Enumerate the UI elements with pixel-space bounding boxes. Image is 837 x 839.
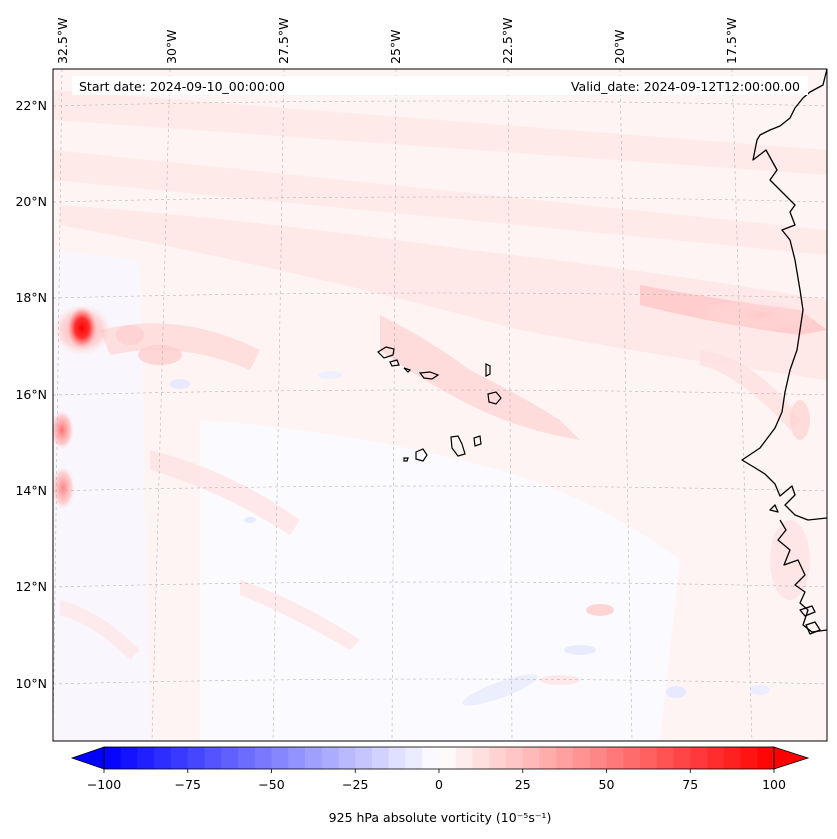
colorbar-segment <box>673 747 691 769</box>
lon-label: 32.5°W <box>55 18 70 64</box>
latitude-labels: 22°N 20°N 18°N 16°N 14°N 12°N 10°N <box>15 98 47 691</box>
colorbar-segment <box>321 747 339 769</box>
colorbar-segment <box>455 747 473 769</box>
colorbar-segment <box>372 747 390 769</box>
colorbar-tick-label: −100 <box>87 777 121 792</box>
colorbar-segment <box>740 747 758 769</box>
colorbar-segment <box>254 747 272 769</box>
colorbar-segment <box>305 747 323 769</box>
lat-label: 10°N <box>15 676 47 691</box>
colorbar-segment <box>640 747 658 769</box>
colorbar-segment <box>522 747 540 769</box>
colorbar-tick-label: 50 <box>599 777 615 792</box>
colorbar-segment <box>707 747 725 769</box>
start-date-label: Start date: 2024-09-10_00:00:00 <box>79 79 285 94</box>
colorbar-segment <box>388 747 406 769</box>
graticule <box>53 69 827 741</box>
colorbar-segment <box>422 747 440 769</box>
colorbar-tick-label: 100 <box>762 777 786 792</box>
colorbar-segment <box>539 747 557 769</box>
cape-verde-islands <box>377 346 502 462</box>
colorbar-tick-label: 25 <box>515 777 531 792</box>
colorbar-segment <box>120 747 138 769</box>
colorbar-segment <box>623 747 641 769</box>
colorbar-segment <box>439 747 457 769</box>
colorbar-segment <box>338 747 356 769</box>
colorbar-segment <box>656 747 674 769</box>
colorbar-tick-label: −25 <box>342 777 368 792</box>
vorticity-field <box>53 69 827 741</box>
colorbar-segment <box>288 747 306 769</box>
colorbar-segment <box>690 747 708 769</box>
colorbar-tick-label: 75 <box>682 777 698 792</box>
lat-label: 12°N <box>15 579 47 594</box>
colorbar-segment <box>556 747 574 769</box>
plot-frame <box>52 68 828 742</box>
header-strip <box>72 76 808 95</box>
longitude-labels: 32.5°W 30°W 27.5°W 25°W 22.5°W 20°W 17.5… <box>55 18 739 64</box>
colorbar-extend-max <box>773 746 810 770</box>
lon-label: 20°W <box>612 29 627 64</box>
colorbar-segment <box>355 747 373 769</box>
colorbar-segment <box>489 747 507 769</box>
lon-label: 30°W <box>164 29 179 64</box>
colorbar-tick-label: −75 <box>175 777 201 792</box>
lon-label: 22.5°W <box>500 18 515 64</box>
colorbar-segment <box>573 747 591 769</box>
colorbar-segment <box>221 747 239 769</box>
colorbar-segment <box>606 747 624 769</box>
colorbar-tick-label: −50 <box>258 777 284 792</box>
colorbar-extend-min <box>70 746 105 770</box>
colorbar-label: 925 hPa absolute vorticity (10⁻⁵s⁻¹) <box>329 810 552 825</box>
colorbar-segment <box>238 747 256 769</box>
colorbar-segment <box>154 747 172 769</box>
colorbar-segment <box>171 747 189 769</box>
colorbar-segment <box>204 747 222 769</box>
colorbar-tick-label: 0 <box>435 777 443 792</box>
colorbar-segment <box>757 747 775 769</box>
colorbar-segment <box>405 747 423 769</box>
colorbar-segment <box>137 747 155 769</box>
lat-label: 14°N <box>15 483 47 498</box>
lat-label: 20°N <box>15 194 47 209</box>
colorbar-segments <box>104 747 775 769</box>
colorbar-segment <box>104 747 122 769</box>
west-africa-coastline <box>741 69 827 635</box>
lon-label: 17.5°W <box>724 18 739 64</box>
lat-label: 18°N <box>15 290 47 305</box>
lon-label: 27.5°W <box>276 18 291 64</box>
lon-label: 25°W <box>388 29 403 64</box>
colorbar-segment <box>472 747 490 769</box>
colorbar-ticks: −100 −75 −50 −25 0 25 50 75 100 <box>87 769 786 792</box>
colorbar: −100 −75 −50 −25 0 25 50 75 100 925 hPa absolute… <box>70 746 810 825</box>
lat-label: 16°N <box>15 387 47 402</box>
colorbar-segment <box>506 747 524 769</box>
colorbar-segment <box>723 747 741 769</box>
colorbar-segment <box>271 747 289 769</box>
colorbar-segment <box>589 747 607 769</box>
lat-label: 22°N <box>15 98 47 113</box>
colorbar-segment <box>187 747 205 769</box>
valid-date-label: Valid_date: 2024-09-12T12:00:00.00 <box>571 79 800 94</box>
